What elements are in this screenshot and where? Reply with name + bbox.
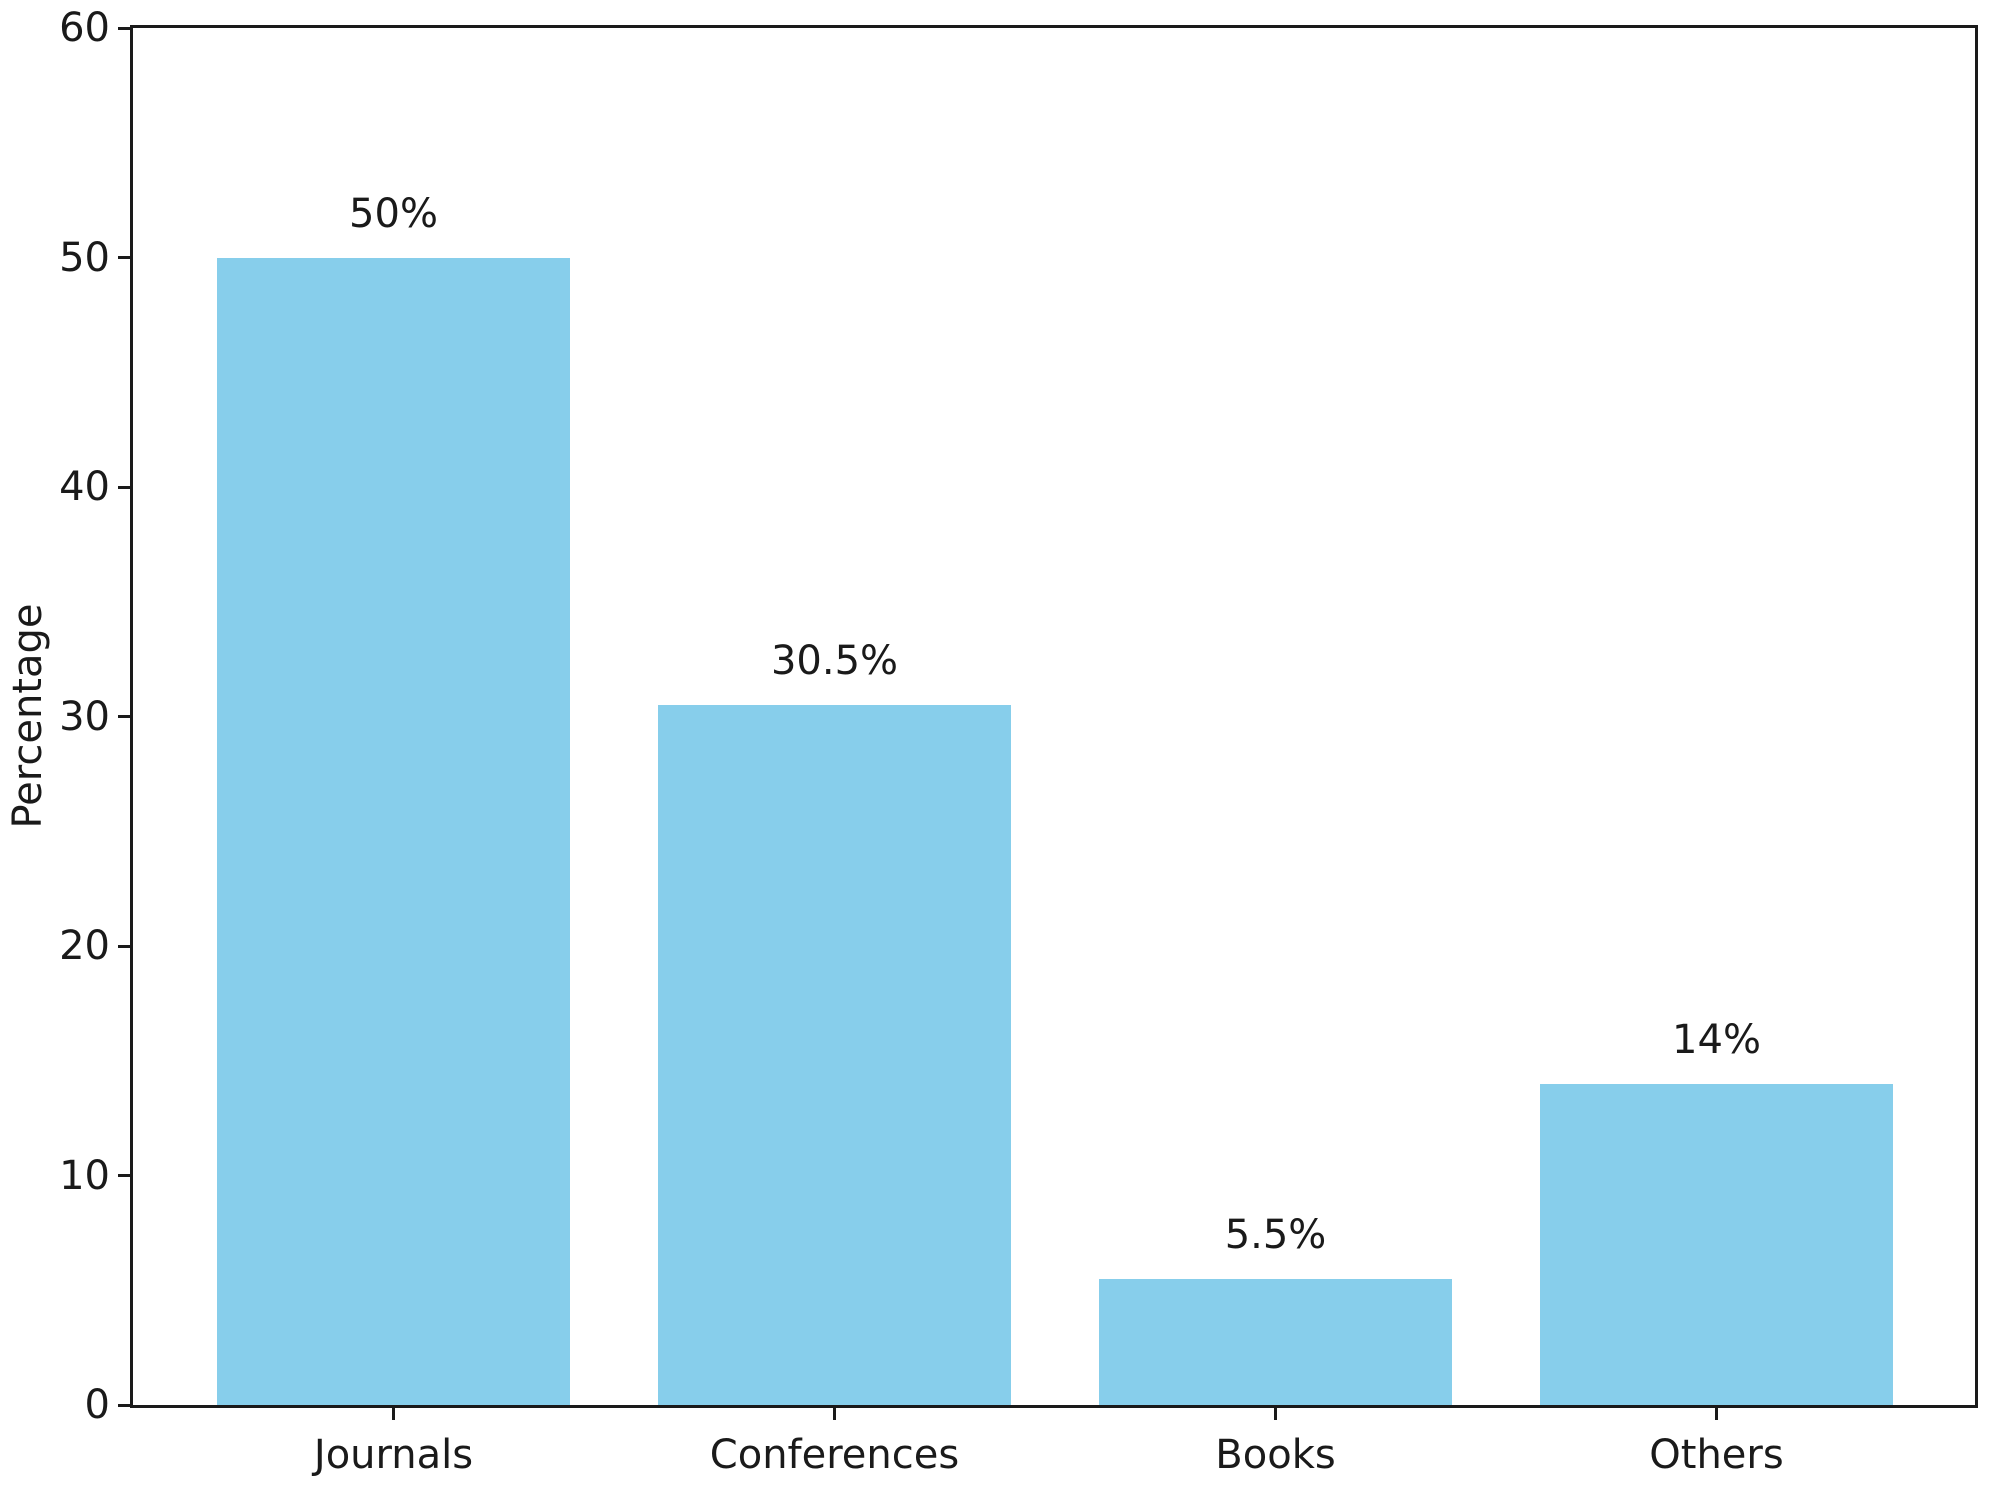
y-tick-mark-30	[118, 715, 130, 718]
bar-value-label-conferences: 30.5%	[770, 638, 899, 685]
y-tick-label-10: 10	[59, 1152, 110, 1199]
x-tick-label-journals: Journals	[313, 1432, 474, 1478]
x-tick-mark-books	[1274, 1408, 1277, 1420]
y-tick-label-40: 40	[59, 464, 110, 510]
y-tick-mark-10	[118, 1174, 130, 1177]
y-tick-mark-20	[118, 944, 130, 948]
x-tick-label-conferences: Conferences	[709, 1432, 960, 1478]
bar-others	[1540, 1083, 1893, 1405]
x-tick-mark-journals	[392, 1408, 395, 1420]
bar-journals	[217, 257, 570, 1405]
bar-books	[1099, 1278, 1452, 1405]
y-tick-label-60: 60	[59, 5, 110, 51]
y-tick-mark-50	[118, 256, 130, 259]
plot-area: 50% 30.5% 5.5% 14%	[130, 25, 1978, 1408]
y-tick-label-0: 0	[84, 1382, 110, 1428]
bar-value-label-journals: 50%	[349, 190, 438, 237]
y-tick-label-50: 50	[59, 234, 110, 281]
bar-conferences	[658, 705, 1011, 1405]
x-tick-mark-others	[1715, 1408, 1718, 1420]
y-tick-label-20: 20	[59, 923, 110, 969]
y-tick-mark-60	[118, 26, 130, 30]
x-tick-label-others: Others	[1649, 1432, 1784, 1478]
y-tick-mark-0	[118, 1403, 130, 1407]
bar-value-label-books: 5.5%	[1224, 1211, 1327, 1258]
bar-value-label-others: 14%	[1672, 1016, 1761, 1063]
x-tick-label-books: Books	[1215, 1432, 1336, 1478]
x-tick-mark-conferences	[833, 1408, 836, 1420]
y-tick-label-30: 30	[59, 693, 110, 740]
y-tick-mark-40	[118, 485, 130, 489]
